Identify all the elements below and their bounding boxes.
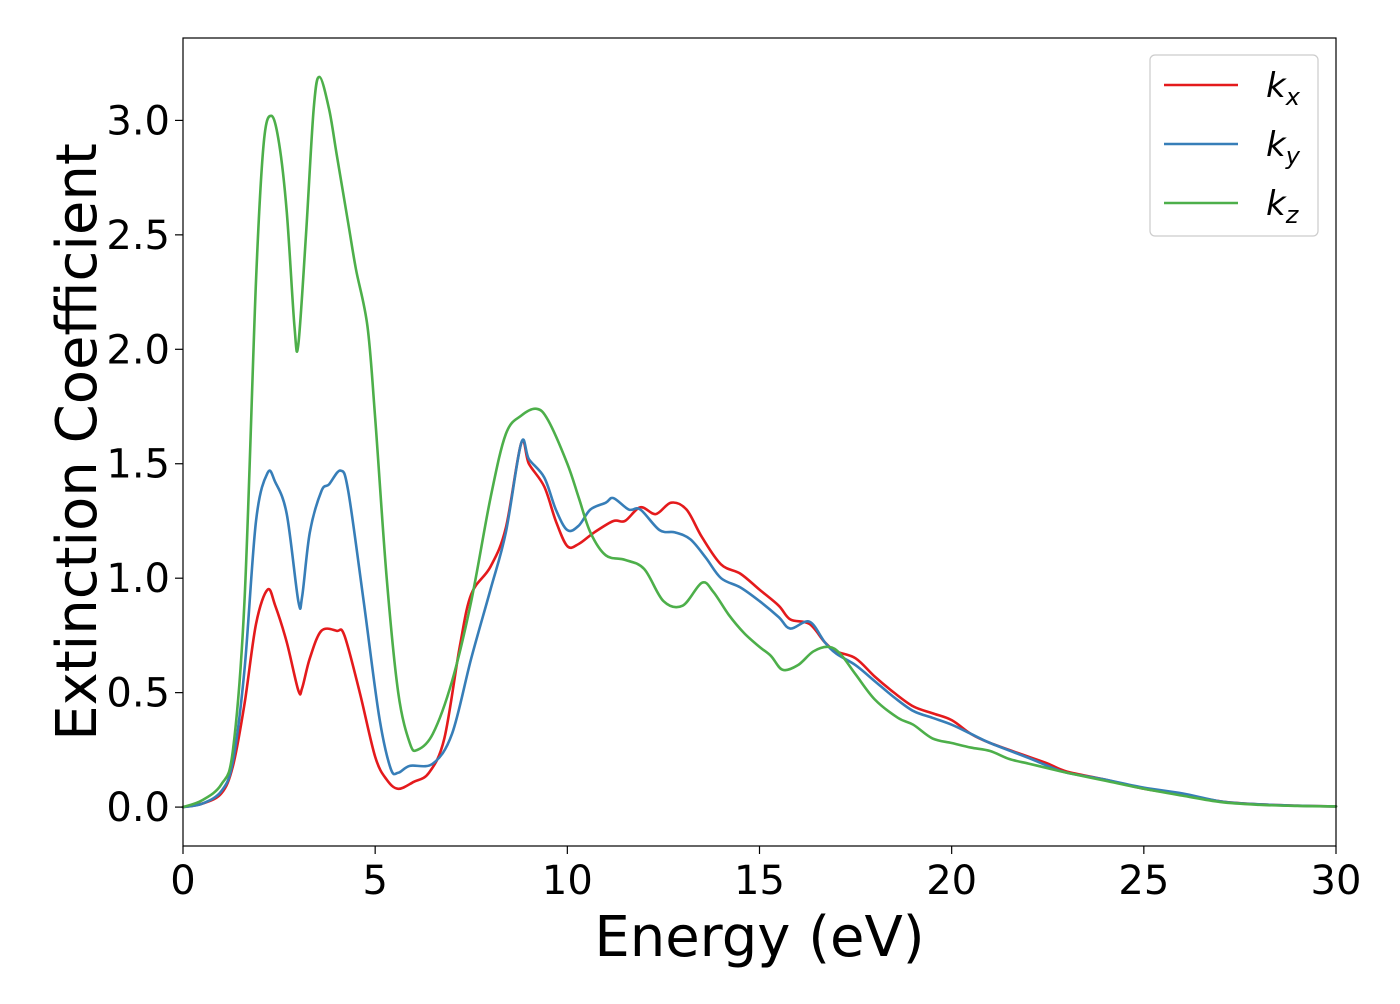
legend: kx ky kz <box>1149 54 1319 237</box>
x-tick-label: 20 <box>926 858 977 904</box>
series-line-z <box>181 75 1338 809</box>
x-tick-label: 25 <box>1118 858 1169 904</box>
x-tick-label: 30 <box>1311 858 1362 904</box>
y-axis: 0.0 0.5 1.0 1.5 2.0 2.5 3.0 <box>106 98 183 831</box>
y-tick-label: 1.0 <box>106 556 170 602</box>
x-axis: 0 5 10 15 20 25 30 <box>170 846 1361 904</box>
legend-label-x: kx <box>1266 66 1301 111</box>
y-tick-label: 1.5 <box>106 442 170 488</box>
y-tick-label: 2.5 <box>106 213 170 259</box>
y-tick-label: 0.5 <box>106 671 170 717</box>
y-tick-label: 0.0 <box>106 785 170 831</box>
y-axis-label: Extinction Coefficient <box>45 143 110 741</box>
x-tick-label: 5 <box>362 858 387 904</box>
x-tick-label: 10 <box>542 858 593 904</box>
x-tick-label: 15 <box>734 858 785 904</box>
legend-box <box>1149 54 1319 237</box>
y-tick-label: 3.0 <box>106 98 170 144</box>
x-axis-label: Energy (eV) <box>594 905 924 970</box>
series-layer <box>181 75 1338 809</box>
legend-label-z: kz <box>1266 184 1300 229</box>
series-line-y <box>181 438 1338 809</box>
y-tick-label: 2.0 <box>106 327 170 373</box>
x-tick-label: 0 <box>170 858 195 904</box>
legend-label-y: ky <box>1266 125 1301 170</box>
